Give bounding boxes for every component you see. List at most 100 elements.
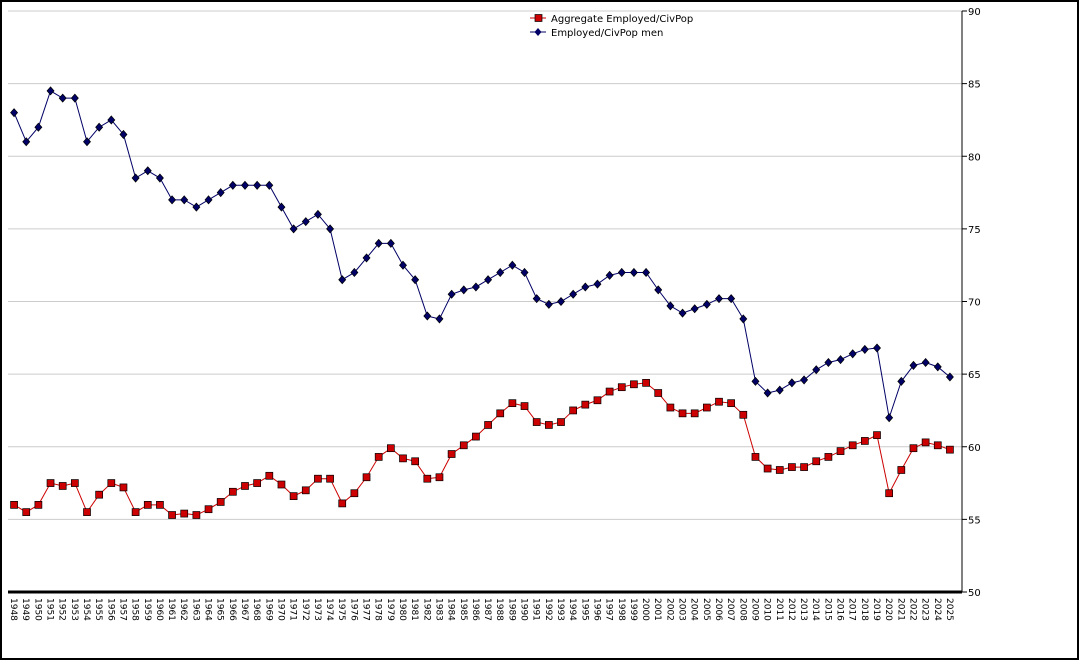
x-tick-label: 2020 bbox=[883, 598, 893, 621]
marker bbox=[107, 479, 116, 487]
x-tick-label: 2001 bbox=[652, 598, 662, 621]
x-tick-label: 2019 bbox=[871, 598, 881, 621]
marker bbox=[775, 466, 784, 474]
x-tick-label: 1978 bbox=[373, 598, 383, 621]
marker bbox=[763, 388, 772, 398]
x-tick-label: 1980 bbox=[397, 598, 407, 621]
marker bbox=[386, 444, 395, 453]
x-tick-label: 1992 bbox=[543, 598, 553, 621]
y-tick-label: 60 bbox=[968, 443, 981, 454]
marker bbox=[204, 195, 213, 205]
x-tick-label: 2018 bbox=[859, 598, 869, 621]
x-tick-label: 2025 bbox=[944, 598, 954, 621]
x-tick-label: 2021 bbox=[895, 598, 905, 621]
marker bbox=[22, 137, 31, 147]
x-tick-label: 1981 bbox=[409, 598, 419, 621]
x-tick-label: 1973 bbox=[312, 598, 322, 621]
x-tick-label: 1994 bbox=[567, 598, 577, 621]
marker bbox=[812, 457, 821, 466]
x-tick-label: 1961 bbox=[166, 598, 176, 621]
x-tick-label: 1949 bbox=[20, 598, 30, 621]
y-tick-label: 75 bbox=[968, 225, 981, 236]
x-tick-label: 1952 bbox=[57, 598, 67, 621]
marker bbox=[265, 180, 274, 190]
marker bbox=[508, 399, 517, 408]
marker bbox=[435, 473, 444, 482]
marker bbox=[496, 267, 505, 277]
marker bbox=[131, 173, 140, 183]
marker bbox=[739, 410, 748, 419]
marker bbox=[46, 86, 55, 96]
marker bbox=[678, 308, 687, 318]
x-tick-label: 1991 bbox=[531, 598, 541, 621]
marker bbox=[544, 299, 553, 309]
marker bbox=[326, 224, 335, 234]
marker bbox=[143, 166, 152, 176]
marker bbox=[520, 267, 529, 277]
marker bbox=[156, 501, 164, 509]
x-tick-label: 1966 bbox=[227, 598, 237, 621]
marker bbox=[727, 294, 736, 304]
x-tick-label: 2010 bbox=[762, 598, 772, 621]
x-tick-label: 2000 bbox=[640, 598, 650, 621]
marker bbox=[788, 463, 796, 471]
marker bbox=[313, 209, 322, 219]
marker bbox=[690, 304, 699, 314]
marker bbox=[654, 285, 663, 295]
x-tick-label: 2004 bbox=[689, 598, 699, 621]
x-tick-label: 1957 bbox=[117, 598, 127, 621]
marker bbox=[326, 474, 334, 483]
x-tick-label: 1969 bbox=[263, 598, 273, 621]
x-tick-label: 1997 bbox=[604, 598, 614, 621]
x-tick-label: 1956 bbox=[105, 598, 115, 621]
x-tick-label: 1960 bbox=[154, 598, 164, 621]
marker bbox=[484, 275, 493, 285]
marker bbox=[350, 267, 359, 277]
marker bbox=[532, 418, 541, 426]
x-tick-label: 1972 bbox=[300, 598, 310, 621]
marker bbox=[423, 311, 432, 321]
marker bbox=[593, 279, 602, 289]
x-tick-label: 2005 bbox=[701, 598, 711, 621]
marker bbox=[411, 275, 420, 285]
marker bbox=[192, 511, 201, 519]
x-tick-label: 1990 bbox=[519, 598, 529, 621]
marker bbox=[301, 486, 310, 495]
marker bbox=[885, 489, 894, 498]
marker bbox=[314, 474, 322, 483]
marker bbox=[678, 409, 687, 418]
x-tick-label: 2017 bbox=[847, 598, 857, 621]
marker bbox=[447, 450, 456, 458]
marker bbox=[241, 482, 249, 490]
x-tick-label: 1986 bbox=[470, 598, 480, 621]
x-tick-label: 1970 bbox=[275, 598, 285, 621]
x-tick-label: 2016 bbox=[835, 598, 845, 621]
x-tick-label: 2014 bbox=[810, 598, 820, 621]
marker bbox=[362, 253, 371, 263]
marker bbox=[605, 270, 614, 280]
marker bbox=[873, 343, 881, 353]
x-tick-label: 2023 bbox=[920, 598, 930, 621]
x-tick-label: 2011 bbox=[774, 598, 784, 621]
marker bbox=[581, 282, 590, 292]
x-tick-label: 2006 bbox=[713, 598, 723, 621]
marker bbox=[277, 480, 286, 489]
marker bbox=[338, 499, 347, 508]
y-tick-label: 70 bbox=[968, 298, 981, 309]
marker bbox=[836, 447, 845, 455]
x-tick-label: 1958 bbox=[130, 598, 140, 621]
marker bbox=[666, 301, 675, 311]
marker bbox=[399, 260, 407, 270]
marker bbox=[447, 289, 456, 299]
marker bbox=[945, 372, 954, 382]
marker bbox=[399, 454, 407, 463]
marker bbox=[301, 217, 310, 227]
marker bbox=[629, 267, 638, 277]
marker bbox=[204, 505, 213, 514]
marker bbox=[946, 445, 954, 454]
marker bbox=[362, 473, 371, 482]
marker bbox=[702, 403, 711, 412]
marker bbox=[812, 365, 821, 375]
marker bbox=[933, 441, 942, 450]
